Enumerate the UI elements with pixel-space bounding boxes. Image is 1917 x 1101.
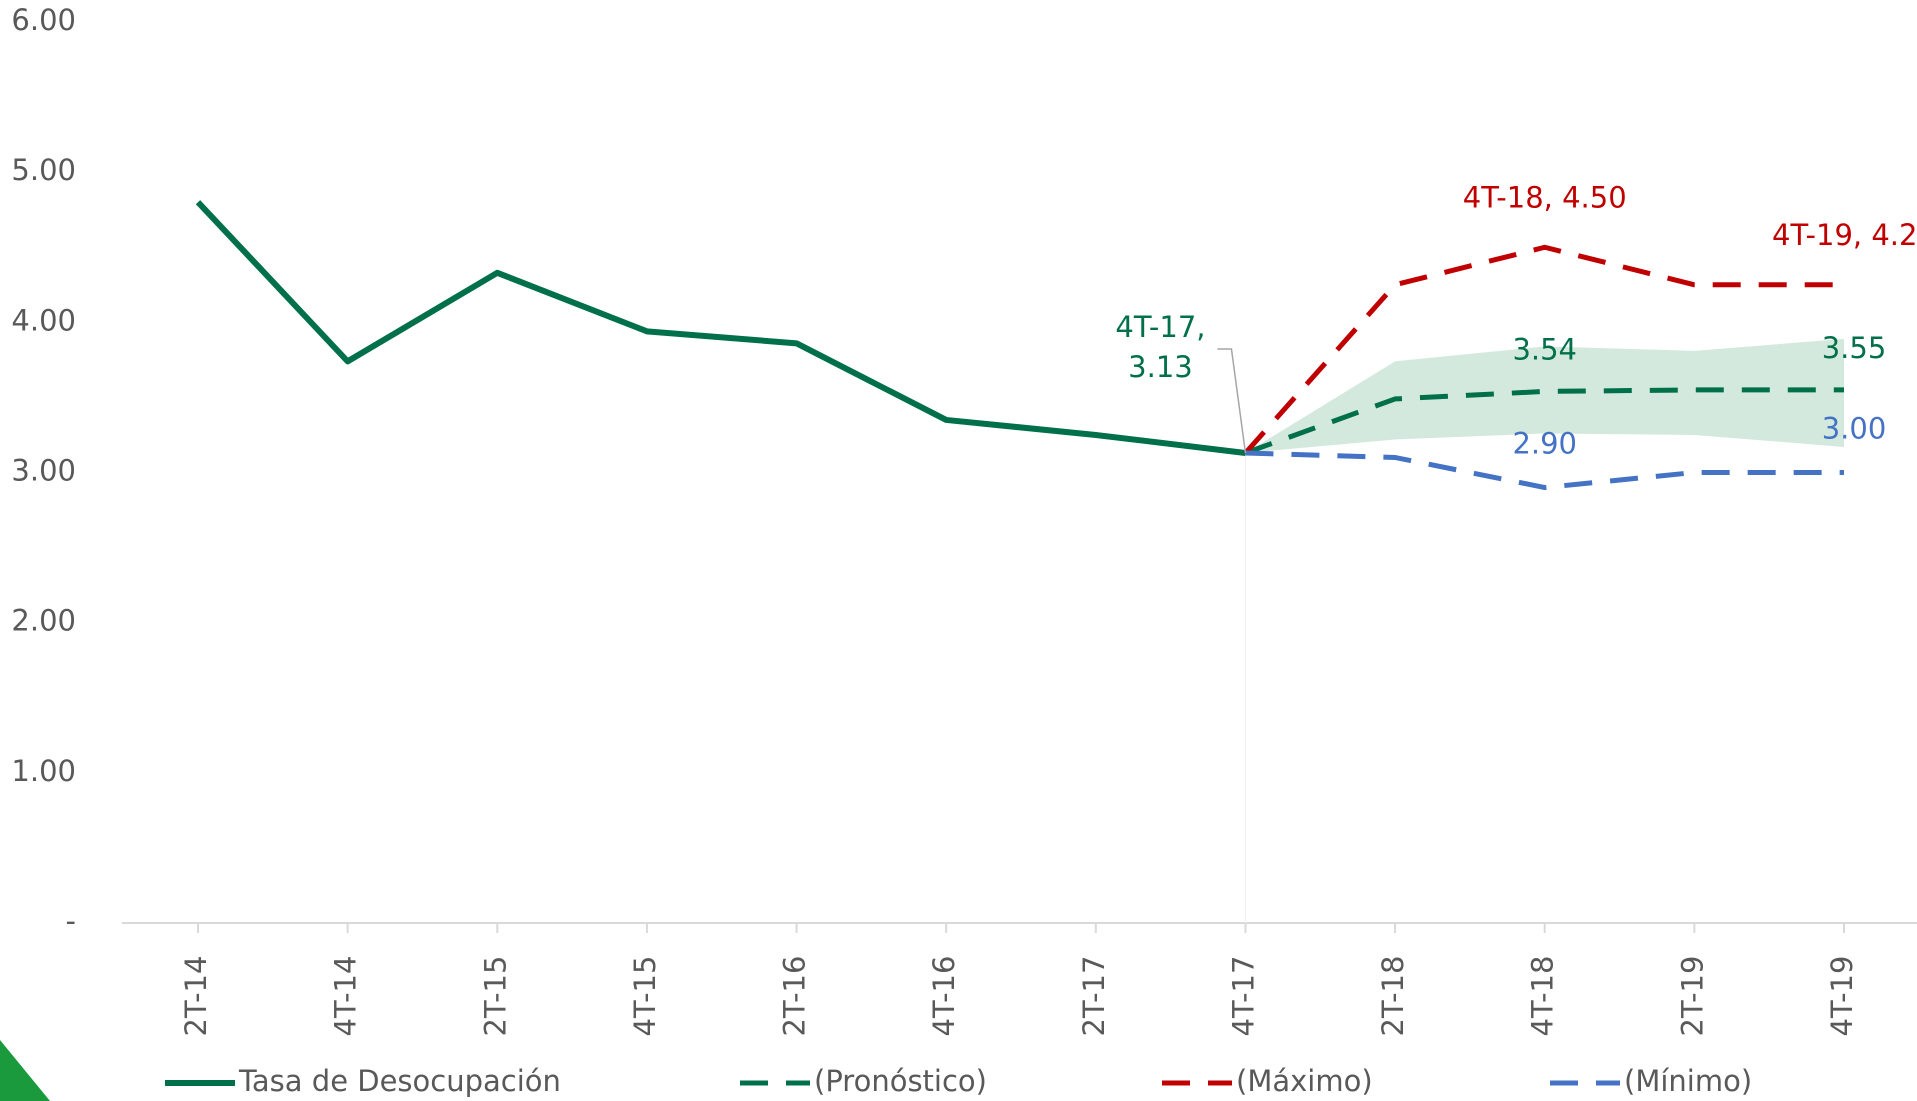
- data-label: 2.90: [1512, 427, 1577, 461]
- x-tick-label: 2T-17: [1077, 956, 1111, 1037]
- data-label: 3.55: [1822, 331, 1887, 365]
- y-tick-label: 3.00: [11, 454, 76, 488]
- x-tick-label: 2T-19: [1675, 956, 1709, 1037]
- corner-decoration: [0, 1040, 50, 1101]
- data-label: 4T-17, 3.13: [1115, 309, 1206, 384]
- leader-line: [1217, 348, 1247, 454]
- x-tick-label: 4T-14: [329, 956, 363, 1037]
- legend-label: (Mínimo): [1624, 1064, 1752, 1098]
- data-label: 4T-18, 4.50: [1463, 180, 1627, 214]
- x-tick-label: 2T-14: [179, 956, 213, 1037]
- x-tick-label: 4T-16: [927, 956, 961, 1037]
- legend-label: (Pronóstico): [814, 1064, 987, 1098]
- y-tick-label: 6.00: [11, 3, 76, 37]
- legend-label: (Máximo): [1236, 1064, 1373, 1098]
- x-tick-label: 2T-18: [1376, 956, 1410, 1037]
- x-tick-label: 4T-19: [1825, 956, 1859, 1037]
- y-tick-label: -: [66, 904, 76, 938]
- y-tick-label: 4.00: [11, 303, 76, 337]
- data-label: 3.00: [1822, 412, 1887, 446]
- x-tick-label: 2T-16: [778, 956, 812, 1037]
- y-tick-label: 1.00: [11, 754, 76, 788]
- y-tick-label: 2.00: [11, 604, 76, 638]
- x-tick-label: 4T-17: [1226, 956, 1260, 1037]
- series-line: [1245, 450, 1844, 491]
- series-line: [1243, 244, 1844, 455]
- forecast-band: [1245, 338, 1844, 453]
- legend-label: Tasa de Desocupación: [238, 1064, 561, 1098]
- series-line: [195, 200, 1246, 456]
- data-label: 4T-19, 4.25: [1772, 218, 1917, 252]
- series-line: [1244, 387, 1844, 456]
- x-tick-label: 4T-18: [1526, 956, 1560, 1037]
- x-tick-label: 4T-15: [628, 956, 662, 1037]
- y-tick-label: 5.00: [11, 153, 76, 187]
- x-tick-label: 2T-15: [478, 956, 512, 1037]
- data-label: 3.54: [1512, 332, 1577, 366]
